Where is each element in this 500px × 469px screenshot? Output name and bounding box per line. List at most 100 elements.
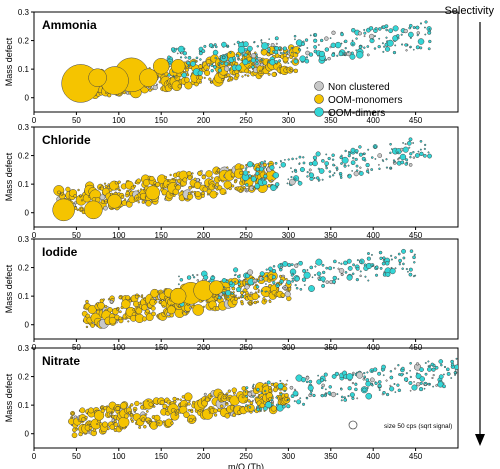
dimer-point: [372, 367, 378, 372]
dimer-point: [305, 397, 309, 400]
dimer-point: [394, 391, 397, 394]
monomer-point: [184, 403, 188, 406]
monomer-point: [117, 186, 120, 189]
x-tick-label: 400: [367, 116, 381, 125]
dimer-point: [390, 266, 393, 269]
monomer-point: [163, 175, 168, 179]
monomer-point: [231, 387, 237, 393]
monomer-point: [241, 75, 244, 78]
monomer-point: [213, 413, 218, 417]
dimer-point: [295, 51, 298, 54]
x-tick-label: 100: [112, 116, 126, 125]
dimer-point: [286, 279, 292, 285]
monomer-point: [154, 300, 158, 304]
dimer-point: [329, 393, 332, 396]
monomer-point: [87, 407, 94, 414]
dimer-point: [389, 268, 396, 275]
dimer-point: [311, 276, 314, 279]
dimer-point: [187, 55, 192, 60]
dimer-point: [344, 271, 348, 274]
legend-label: Non clustered: [328, 82, 390, 93]
dimer-point: [362, 387, 367, 392]
legend-label: OOM-monomers: [328, 95, 402, 106]
monomer-point: [176, 397, 180, 401]
dimer-point: [424, 26, 426, 29]
dimer-point: [338, 262, 340, 264]
non-clustered-point: [431, 376, 434, 380]
dimer-point: [258, 166, 264, 172]
dimer-point: [359, 260, 363, 264]
dimer-point: [354, 387, 358, 392]
dimer-point: [308, 52, 314, 57]
non-clustered-point: [289, 178, 296, 186]
monomer-point: [276, 287, 280, 291]
dimer-point: [344, 53, 347, 56]
dimer-point: [454, 369, 457, 371]
non-clustered-point: [415, 362, 420, 366]
monomer-point: [251, 301, 254, 304]
dimer-point: [265, 274, 268, 278]
dimer-point: [419, 22, 423, 25]
monomer-point: [259, 402, 265, 409]
dimer-point: [265, 290, 268, 293]
non-clustered-point: [264, 382, 267, 384]
dimer-point: [325, 266, 329, 270]
dimer-point: [347, 150, 351, 154]
large-monomer-point: [84, 200, 103, 220]
dimer-point: [428, 364, 432, 368]
monomer-point: [161, 305, 165, 308]
panel-label: Ammonia: [42, 18, 97, 32]
dimer-point: [230, 292, 234, 295]
dimer-point: [412, 150, 415, 154]
points-group: [68, 357, 458, 439]
dimer-point: [242, 170, 249, 176]
dimer-point: [242, 290, 245, 293]
monomer-point: [233, 180, 237, 184]
dimer-point: [412, 48, 415, 51]
monomer-point: [293, 68, 299, 74]
dimer-point: [294, 284, 297, 287]
x-tick-label: 450: [409, 116, 423, 125]
dimer-point: [396, 34, 400, 38]
monomer-point: [125, 194, 129, 198]
dimer-point: [412, 26, 416, 30]
monomer-point: [258, 295, 261, 298]
monomer-point: [267, 72, 271, 76]
monomer-point: [121, 299, 131, 309]
dimer-point: [211, 62, 214, 65]
dimer-point: [278, 59, 282, 63]
dimer-point: [320, 276, 326, 282]
dimer-point: [382, 374, 385, 377]
dimer-point: [412, 142, 415, 144]
monomer-point: [212, 295, 215, 299]
non-clustered-point: [377, 163, 380, 166]
dimer-point: [355, 151, 359, 154]
large-monomer-point: [88, 68, 107, 87]
monomer-point: [247, 70, 252, 74]
dimer-point: [377, 380, 382, 384]
monomer-point: [244, 73, 247, 77]
dimer-point: [259, 164, 262, 167]
dimer-point: [407, 141, 412, 146]
dimer-point: [355, 278, 359, 282]
monomer-point: [104, 304, 108, 308]
x-tick-label: 0: [32, 231, 37, 240]
non-clustered-point: [356, 371, 364, 379]
monomer-point: [256, 300, 260, 304]
dimer-point: [302, 161, 306, 165]
dimer-point: [246, 161, 254, 168]
dimer-point: [340, 388, 343, 391]
non-clustered-point: [325, 280, 330, 284]
dimer-point: [367, 279, 370, 282]
dimer-point: [255, 58, 259, 62]
dimer-point: [172, 74, 175, 77]
x-tick-label: 150: [155, 116, 169, 125]
non-clustered-point: [366, 168, 369, 171]
y-tick-label: 0: [25, 209, 30, 218]
monomer-point: [245, 291, 249, 295]
dimer-point: [363, 375, 366, 379]
monomer-point: [170, 421, 174, 425]
dimer-point: [306, 175, 309, 178]
dimer-point: [399, 373, 404, 377]
y-tick-label: 0.2: [18, 373, 30, 382]
